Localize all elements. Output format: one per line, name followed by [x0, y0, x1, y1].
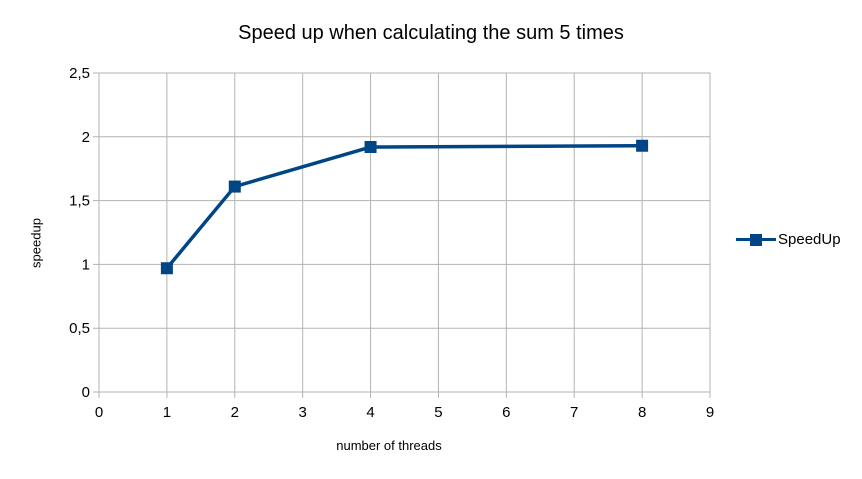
x-tick-label: 8: [638, 404, 646, 421]
y-tick-label: 2,5: [69, 65, 90, 82]
x-tick-label: 4: [366, 404, 374, 421]
y-tick-label: 0: [82, 384, 90, 401]
gridlines: [93, 72, 711, 398]
y-tick-label: 1: [82, 256, 90, 273]
legend-marker-icon: [736, 232, 776, 248]
y-axis-label: speedup: [28, 218, 44, 268]
x-tick-label: 0: [95, 404, 103, 421]
chart-title: Speed up when calculating the sum 5 time…: [238, 22, 624, 44]
x-tick-label: 1: [163, 404, 171, 421]
y-tick-label: 1,5: [69, 193, 90, 210]
legend: SpeedUp: [736, 231, 841, 248]
legend-label-speedup: SpeedUp: [778, 231, 841, 248]
x-tick-label: 2: [231, 404, 239, 421]
x-tick-label: 5: [434, 404, 442, 421]
series-speedup: [160, 139, 649, 275]
data-point-marker: [364, 141, 377, 154]
x-tick-label: 9: [706, 404, 714, 421]
x-axis-label: number of threads: [336, 438, 442, 453]
x-tick-label: 6: [502, 404, 510, 421]
data-point-marker: [636, 139, 649, 152]
data-point-marker: [160, 262, 173, 275]
x-axis-ticks: 0 1 2 3 4 5 6 7 8 9: [95, 404, 714, 421]
x-tick-label: 3: [298, 404, 306, 421]
series-line: [165, 143, 643, 270]
y-tick-label: 0,5: [69, 320, 90, 337]
x-tick-label: 7: [570, 404, 578, 421]
y-axis-ticks: 0 0,5 1 1,5 2 2,5: [69, 65, 90, 401]
data-point-marker: [228, 180, 241, 193]
y-tick-label: 2: [82, 129, 90, 146]
